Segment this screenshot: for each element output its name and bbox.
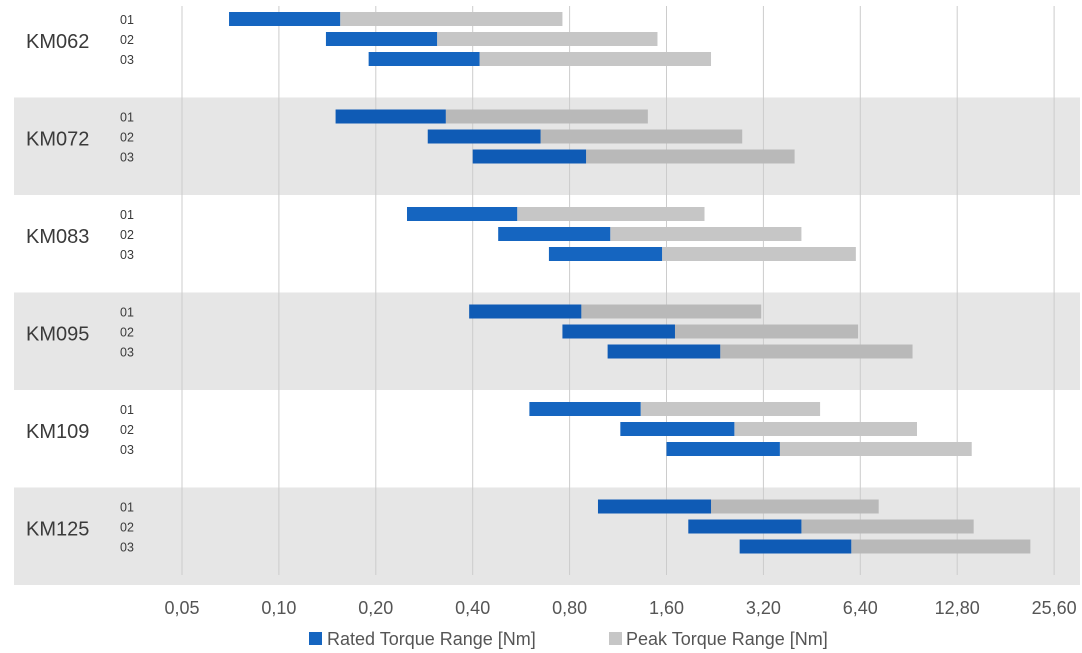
row-sub-label: 02 [120, 228, 134, 242]
x-tick-label: 6,40 [843, 598, 878, 618]
x-tick-label: 0,20 [358, 598, 393, 618]
row-labels: KM062 01 02 03 KM072 01 02 03 KM083 01 02 03 KM095 01… [26, 13, 134, 555]
peak-torque-bar [479, 52, 712, 66]
row-sub-label: 03 [120, 53, 134, 67]
row-sub-label: 02 [120, 423, 134, 437]
peak-torque-bar [711, 499, 879, 514]
group-label: KM109 [26, 421, 89, 443]
rated-torque-bar [498, 227, 611, 241]
group-label: KM072 [26, 129, 89, 151]
group-label: KM095 [26, 324, 89, 346]
rated-torque-bar [427, 129, 541, 144]
peak-torque-bar [581, 304, 762, 319]
peak-torque-bar [779, 442, 972, 456]
peak-torque-bar [586, 149, 795, 164]
rated-torque-bar [335, 109, 446, 124]
row-sub-label: 01 [120, 501, 134, 515]
rated-torque-bar [469, 304, 582, 319]
row-sub-label: 02 [120, 326, 134, 340]
row-sub-label: 02 [120, 521, 134, 535]
legend-label-rated: Rated Torque Range [Nm] [327, 629, 536, 649]
peak-torque-bar [734, 422, 917, 436]
row-sub-label: 02 [120, 131, 134, 145]
row-sub-label: 01 [120, 111, 134, 125]
row-sub-label: 01 [120, 208, 134, 222]
legend-swatch-peak [609, 632, 622, 645]
rated-torque-bar [529, 402, 641, 416]
row-sub-label: 01 [120, 13, 134, 27]
x-tick-label: 25,60 [1032, 598, 1077, 618]
peak-torque-bar [674, 324, 859, 339]
x-tick-label: 0,10 [261, 598, 296, 618]
x-tick-label: 12,80 [935, 598, 980, 618]
rated-torque-bar [368, 52, 480, 66]
rated-torque-bar [472, 149, 587, 164]
row-sub-label: 03 [120, 541, 134, 555]
legend-label-peak: Peak Torque Range [Nm] [626, 629, 828, 649]
rated-torque-bar [325, 32, 438, 46]
row-sub-label: 01 [120, 306, 134, 320]
x-tick-label: 0,40 [455, 598, 490, 618]
peak-torque-bar [540, 129, 743, 144]
rated-torque-bar [607, 344, 721, 359]
x-tick-label: 0,05 [164, 598, 199, 618]
group-label: KM125 [26, 519, 89, 541]
row-sub-label: 03 [120, 346, 134, 360]
peak-torque-bar [517, 207, 705, 221]
peak-torque-bar [662, 247, 856, 261]
row-sub-label: 03 [120, 248, 134, 262]
row-sub-label: 03 [120, 443, 134, 457]
x-tick-label: 0,80 [552, 598, 587, 618]
peak-torque-bar [640, 402, 821, 416]
legend: Rated Torque Range [Nm] Peak Torque Rang… [309, 629, 828, 649]
row-sub-label: 01 [120, 403, 134, 417]
peak-torque-bar [340, 12, 563, 26]
peak-torque-bar [720, 344, 913, 359]
rated-torque-bar [688, 519, 802, 534]
rated-torque-bar [597, 499, 712, 514]
rated-torque-bar [666, 442, 780, 456]
rated-torque-bar [620, 422, 735, 436]
row-bands [14, 97, 1080, 585]
rated-torque-bar [548, 247, 663, 261]
rated-torque-bar [229, 12, 341, 26]
x-axis: 0,05 0,10 0,20 0,40 0,80 1,60 3,20 6,40 12,80 25,… [164, 598, 1076, 618]
x-tick-label: 3,20 [746, 598, 781, 618]
rated-torque-bar [739, 539, 852, 554]
peak-torque-bar [610, 227, 802, 241]
bars [229, 12, 1031, 554]
rated-torque-bar [562, 324, 675, 339]
gridlines [181, 6, 1055, 575]
group-label: KM062 [26, 31, 89, 53]
legend-swatch-rated [309, 632, 322, 645]
peak-torque-bar [437, 32, 658, 46]
rated-torque-bar [406, 207, 518, 221]
x-tick-label: 1,60 [649, 598, 684, 618]
peak-torque-bar [445, 109, 648, 124]
row-sub-label: 02 [120, 33, 134, 47]
peak-torque-bar [851, 539, 1031, 554]
peak-torque-bar [801, 519, 974, 534]
group-label: KM083 [26, 226, 89, 248]
row-sub-label: 03 [120, 151, 134, 165]
band-km125 [14, 487, 1080, 585]
